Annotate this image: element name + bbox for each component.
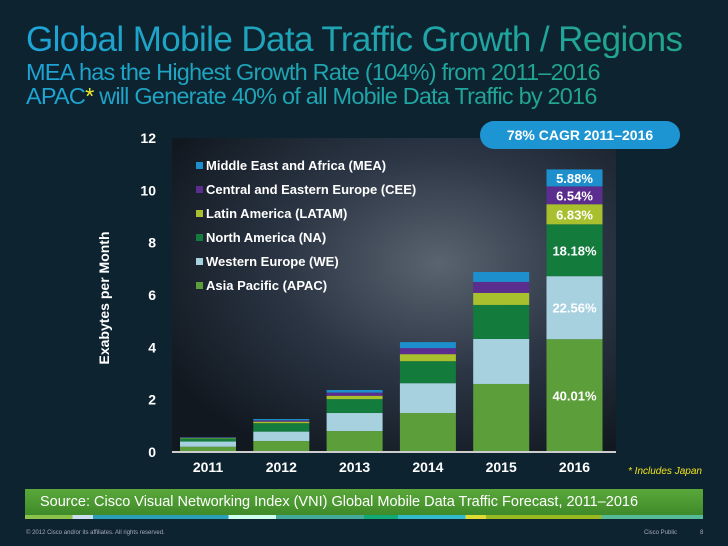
bar-segment <box>253 441 310 452</box>
bar-segment <box>473 304 530 339</box>
y-tick-label: 6 <box>148 287 156 303</box>
page-number: 8 <box>700 530 704 536</box>
bar-segment <box>546 169 603 187</box>
legend-label: Asia Pacific (APAC) <box>206 278 327 293</box>
bar-segment <box>180 437 236 439</box>
bar-segment <box>326 399 383 414</box>
subtitle-apac: APAC* will Generate 40% of all Mobile Da… <box>26 84 597 109</box>
subtitle-mea: MEA has the Highest Growth Rate (104%) f… <box>26 59 601 85</box>
cagr-callout: 78% CAGR 2011–2016 <box>480 121 680 149</box>
bar-segment <box>399 383 456 414</box>
bar-segment <box>326 389 383 393</box>
y-tick-label: 0 <box>148 444 156 460</box>
y-tick-label: 10 <box>140 182 156 198</box>
bar-segment <box>473 271 530 282</box>
asterisk: * <box>85 83 94 109</box>
bar-segment <box>326 395 383 400</box>
footnote: * Includes Japan <box>628 466 702 477</box>
bar-segment <box>180 441 236 447</box>
bar-segment <box>253 431 310 442</box>
bar-segment <box>253 419 310 421</box>
x-tick-label: 2012 <box>266 459 297 475</box>
bar-segment <box>399 361 456 384</box>
bar-segment <box>253 421 310 424</box>
y-tick-label: 12 <box>140 130 156 146</box>
classification: Cisco Public <box>644 530 678 536</box>
bar-segment <box>546 186 603 205</box>
bar-segment <box>399 413 456 452</box>
bar-segment <box>326 413 383 432</box>
data-label: 5.88% <box>556 171 593 186</box>
bar-segment <box>473 281 530 293</box>
legend-swatch <box>196 258 203 265</box>
bar-segment <box>546 204 603 225</box>
legend-label: North America (NA) <box>206 230 326 245</box>
x-tick-label: 2016 <box>559 459 590 475</box>
bar-segment <box>473 292 530 305</box>
decorative-stripe <box>25 515 703 519</box>
x-tick-label: 2015 <box>486 459 517 475</box>
copyright: © 2012 Cisco and/or its affiliates. All … <box>26 530 165 536</box>
source-banner: Source: Cisco Visual Networking Index (V… <box>25 489 703 515</box>
legend-swatch <box>196 186 203 193</box>
legend-label: Western Europe (WE) <box>206 254 339 269</box>
y-tick-label: 8 <box>148 235 156 251</box>
x-tick-label: 2013 <box>339 459 370 475</box>
bar-segment <box>473 338 530 384</box>
bar-segment <box>253 420 310 422</box>
bar-segment <box>546 276 603 340</box>
bar-segment <box>326 431 383 452</box>
bar-segment <box>399 348 456 355</box>
page-title: Global Mobile Data Traffic Growth / Regi… <box>26 20 683 59</box>
legend-swatch <box>196 282 203 289</box>
data-label: 18.18% <box>552 243 597 258</box>
bar-segment <box>253 423 310 432</box>
data-label: 40.01% <box>552 389 597 404</box>
bar-segment <box>180 438 236 442</box>
legend-swatch <box>196 162 203 169</box>
bar-segment <box>546 224 603 277</box>
legend-swatch <box>196 234 203 241</box>
data-label: 6.83% <box>556 207 593 222</box>
bar-segment <box>473 383 530 452</box>
x-tick-label: 2014 <box>412 459 443 475</box>
legend-label: Central and Eastern Europe (CEE) <box>206 182 416 197</box>
legend-swatch <box>196 210 203 217</box>
bar-segment <box>180 446 236 452</box>
x-tick-label: 2011 <box>193 459 224 475</box>
legend-label: Middle East and Africa (MEA) <box>206 158 386 173</box>
data-label: 22.56% <box>552 301 597 316</box>
legend-label: Latin America (LATAM) <box>206 206 347 221</box>
bar-segment <box>546 339 603 452</box>
bar-segment <box>180 437 236 438</box>
y-tick-label: 4 <box>148 339 156 355</box>
data-label: 6.54% <box>556 188 593 203</box>
y-axis-label: Exabytes per Month <box>96 231 112 365</box>
bar-segment <box>399 342 456 349</box>
bar-segment <box>399 354 456 362</box>
bar-segment <box>326 392 383 396</box>
plot-background <box>172 138 616 452</box>
y-tick-label: 2 <box>148 392 156 408</box>
